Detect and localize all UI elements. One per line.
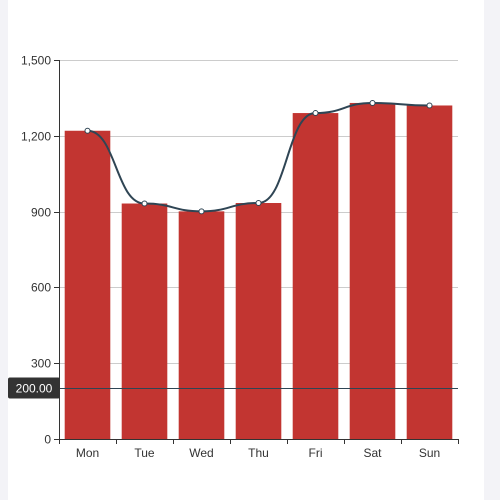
x-tick-label: Tue (134, 446, 155, 460)
bar-series (64, 102, 453, 439)
line-point[interactable] (84, 127, 91, 134)
bar[interactable] (178, 211, 225, 439)
reference-line-tag (8, 377, 60, 399)
bar[interactable] (121, 203, 168, 439)
x-tick-label: Sat (363, 446, 382, 460)
line-point[interactable] (369, 99, 376, 106)
axes: 0 300 600 900 1,200 1,500 Mon Tue Wed Thu Fri Sat Su… (21, 54, 459, 460)
line-point[interactable] (198, 208, 205, 215)
x-tick-label: Mon (76, 446, 99, 460)
line-point[interactable] (255, 200, 262, 207)
bar[interactable] (349, 102, 396, 439)
line-point[interactable] (312, 110, 319, 117)
y-tick-label: 1,200 (21, 130, 51, 144)
bar[interactable] (406, 105, 453, 439)
y-tick-label: 600 (31, 281, 51, 295)
y-tick-label: 900 (31, 206, 51, 220)
x-tick-label: Thu (248, 446, 269, 460)
x-tick-label: Wed (189, 446, 213, 460)
line-series (84, 99, 433, 215)
bar[interactable] (292, 113, 339, 439)
page-edge (484, 0, 500, 500)
line-point[interactable] (141, 200, 148, 207)
x-tick-label: Fri (309, 446, 323, 460)
y-tick-label: 300 (31, 357, 51, 371)
y-tick-label: 0 (44, 433, 51, 447)
x-tick-label: Sun (419, 446, 440, 460)
bar[interactable] (235, 203, 282, 439)
bar[interactable] (64, 130, 111, 439)
line-point[interactable] (426, 102, 433, 109)
reference-line-label: 200.00 (16, 382, 53, 396)
reference-line: 200.00 (8, 377, 458, 399)
y-tick-label: 1,500 (21, 54, 51, 68)
